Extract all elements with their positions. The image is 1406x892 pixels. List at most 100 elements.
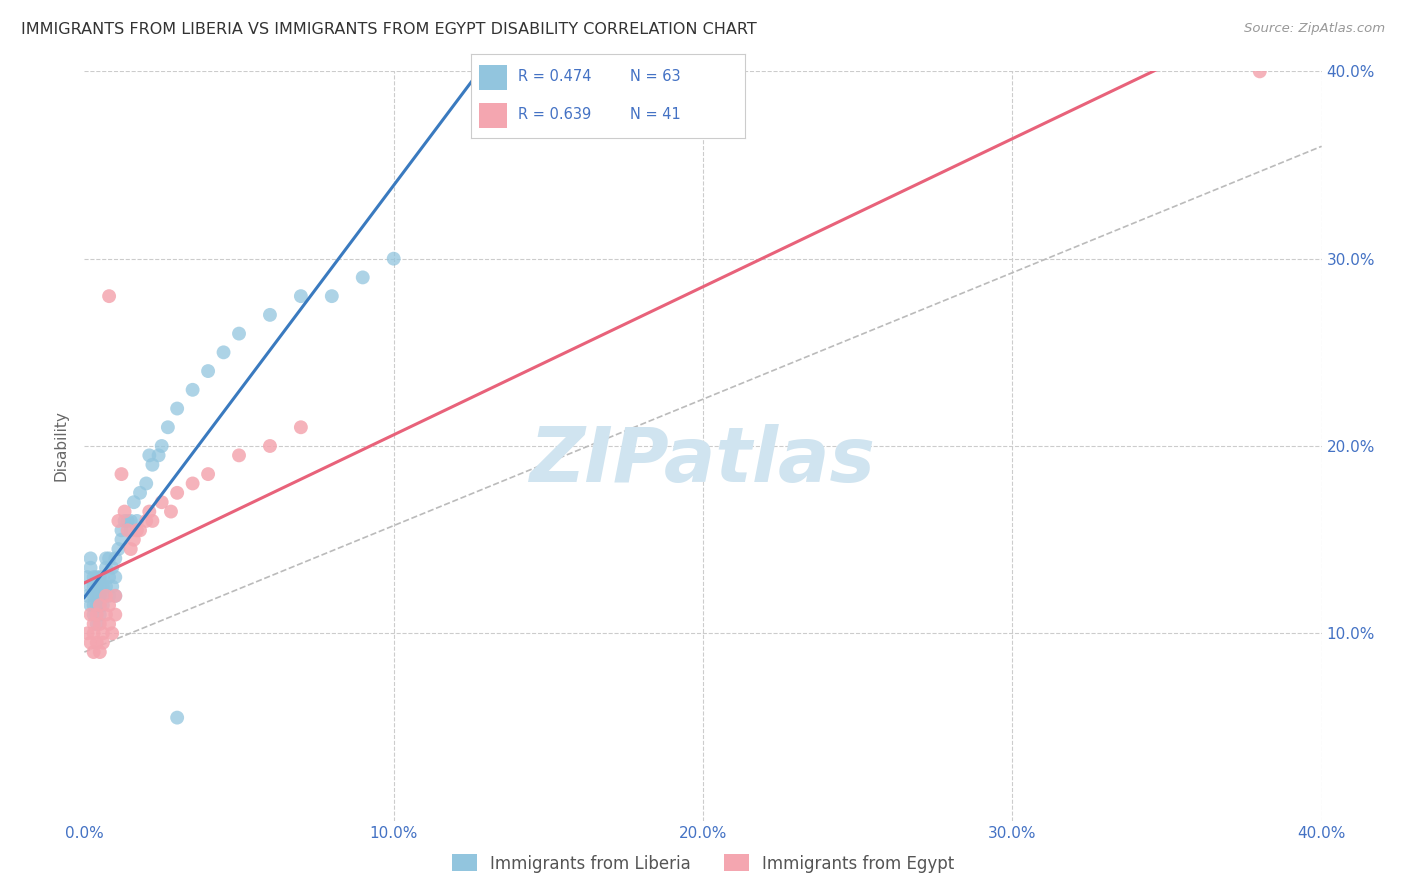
- Point: [76, 626, 98, 640]
- Point: [259, 439, 281, 453]
- Point: [120, 514, 142, 528]
- Point: [110, 467, 132, 482]
- Point: [83, 645, 105, 659]
- Point: [228, 449, 250, 463]
- Point: [83, 607, 105, 622]
- Point: [89, 607, 111, 622]
- Point: [86, 589, 108, 603]
- Point: [117, 524, 139, 538]
- Point: [110, 524, 132, 538]
- Point: [94, 589, 117, 603]
- Point: [98, 599, 121, 613]
- Point: [212, 345, 235, 359]
- Point: [101, 580, 124, 594]
- Point: [166, 710, 188, 724]
- Point: [129, 524, 152, 538]
- Point: [135, 476, 157, 491]
- Point: [114, 505, 136, 519]
- Point: [135, 514, 157, 528]
- Bar: [479, 103, 506, 128]
- Point: [98, 570, 121, 584]
- Text: N = 41: N = 41: [630, 107, 681, 122]
- Point: [86, 617, 108, 632]
- Point: [150, 439, 173, 453]
- Text: IMMIGRANTS FROM LIBERIA VS IMMIGRANTS FROM EGYPT DISABILITY CORRELATION CHART: IMMIGRANTS FROM LIBERIA VS IMMIGRANTS FR…: [21, 22, 756, 37]
- Point: [122, 495, 145, 509]
- Point: [259, 308, 281, 322]
- Point: [89, 580, 111, 594]
- Point: [104, 589, 127, 603]
- Point: [197, 364, 219, 378]
- Point: [89, 589, 111, 603]
- Point: [125, 524, 148, 538]
- Point: [76, 589, 98, 603]
- Point: [290, 289, 312, 303]
- Point: [86, 580, 108, 594]
- Point: [79, 551, 101, 566]
- Point: [382, 252, 405, 266]
- Point: [104, 589, 127, 603]
- Point: [86, 570, 108, 584]
- Point: [83, 589, 105, 603]
- Point: [114, 514, 136, 528]
- Point: [94, 561, 117, 575]
- Point: [120, 524, 142, 538]
- Text: ZIPatlas: ZIPatlas: [530, 424, 876, 498]
- Point: [79, 599, 101, 613]
- Text: N = 63: N = 63: [630, 70, 681, 85]
- Point: [156, 420, 179, 434]
- Point: [138, 449, 160, 463]
- Point: [181, 383, 204, 397]
- Y-axis label: Disability: Disability: [53, 410, 69, 482]
- Point: [89, 617, 111, 632]
- Point: [138, 505, 160, 519]
- Point: [76, 570, 98, 584]
- Point: [110, 533, 132, 547]
- Point: [98, 289, 121, 303]
- Point: [79, 561, 101, 575]
- Point: [91, 635, 114, 649]
- Point: [98, 551, 121, 566]
- Point: [148, 449, 170, 463]
- Point: [104, 607, 127, 622]
- Point: [89, 599, 111, 613]
- Point: [129, 486, 152, 500]
- Point: [91, 626, 114, 640]
- Point: [83, 580, 105, 594]
- Point: [150, 495, 173, 509]
- Text: Source: ZipAtlas.com: Source: ZipAtlas.com: [1244, 22, 1385, 36]
- Point: [79, 580, 101, 594]
- Point: [91, 570, 114, 584]
- Point: [86, 635, 108, 649]
- Bar: [479, 64, 506, 90]
- Point: [86, 607, 108, 622]
- Point: [101, 561, 124, 575]
- Point: [352, 270, 374, 285]
- Point: [141, 458, 163, 472]
- Point: [290, 420, 312, 434]
- Text: R = 0.474: R = 0.474: [517, 70, 591, 85]
- Point: [101, 626, 124, 640]
- Point: [83, 626, 105, 640]
- Point: [1249, 64, 1271, 78]
- Point: [91, 589, 114, 603]
- Point: [117, 514, 139, 528]
- Point: [89, 570, 111, 584]
- Point: [83, 617, 105, 632]
- Point: [98, 617, 121, 632]
- Point: [166, 486, 188, 500]
- Point: [91, 599, 114, 613]
- Point: [79, 635, 101, 649]
- Point: [122, 533, 145, 547]
- Point: [120, 542, 142, 557]
- Point: [79, 607, 101, 622]
- Text: R = 0.639: R = 0.639: [517, 107, 591, 122]
- Point: [107, 542, 129, 557]
- Legend: Immigrants from Liberia, Immigrants from Egypt: Immigrants from Liberia, Immigrants from…: [444, 847, 962, 880]
- Point: [197, 467, 219, 482]
- Point: [125, 514, 148, 528]
- Point: [91, 580, 114, 594]
- Point: [94, 551, 117, 566]
- Point: [94, 607, 117, 622]
- Point: [160, 505, 183, 519]
